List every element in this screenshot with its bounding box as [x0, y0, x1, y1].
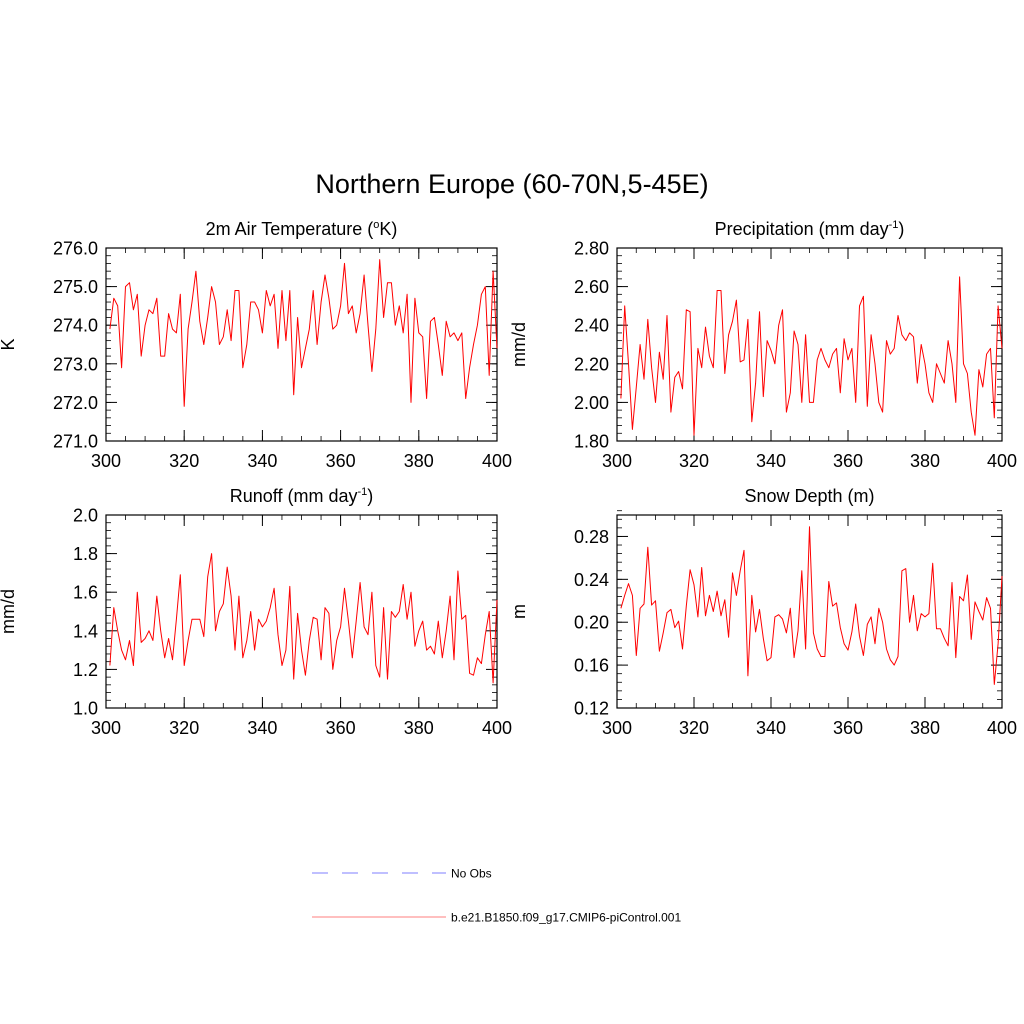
snow-depth-ytick-label: 0.20	[574, 613, 609, 633]
snow-depth-ytick-label: 0.24	[574, 570, 609, 590]
air-temperature-ytick-label: 274.0	[53, 316, 98, 336]
runoff-ylabel: mm/d	[0, 589, 18, 634]
runoff-ytick-label: 1.6	[73, 583, 98, 603]
precipitation-xtick-label: 340	[756, 451, 786, 471]
runoff-series-line	[109, 553, 498, 684]
panel-air-temperature: 2m Air Temperature (oK) K 271.0 272.0 273.0 2…	[0, 219, 512, 471]
air-temperature-xtick-label: 360	[326, 451, 356, 471]
air-temperature-ytick-label: 271.0	[53, 432, 98, 452]
precipitation-title: Precipitation (mm day-1)	[715, 219, 905, 239]
air-temperature-xtick-label: 340	[247, 451, 277, 471]
precipitation-xtick-label: 320	[679, 451, 709, 471]
air-temperature-xtick-label: 320	[169, 451, 199, 471]
air-temperature-ytick-label: 275.0	[53, 277, 98, 297]
snow-depth-ytick-label: 0.28	[574, 527, 609, 547]
snow-depth-title: Snow Depth (m)	[744, 486, 874, 506]
precipitation-ytick-label: 2.20	[574, 354, 609, 374]
runoff-xtick-label: 360	[326, 718, 356, 738]
precipitation-ylabel: mm/d	[509, 322, 529, 367]
precipitation-ytick-label: 2.60	[574, 277, 609, 297]
runoff-ytick-label: 1.8	[73, 544, 98, 564]
air-temperature-ytick-label: 273.0	[53, 354, 98, 374]
air-temperature-series-line	[109, 259, 498, 407]
air-temperature-xtick-label: 380	[404, 451, 434, 471]
precipitation-ytick-label: 2.00	[574, 393, 609, 413]
snow-depth-xtick-label: 300	[602, 718, 632, 738]
panel-precipitation: Precipitation (mm day-1) mm/d 1.80 2.00 2.20…	[509, 219, 1017, 471]
air-temperature-ytick-label: 276.0	[53, 239, 98, 259]
snow-depth-ylabel: m	[509, 604, 529, 619]
precipitation-plot-frame	[616, 247, 1003, 442]
legend-label-obs: No Obs	[451, 867, 492, 881]
precipitation-xtick-label: 400	[987, 451, 1017, 471]
legend-label-model: b.e21.B1850.f09_g17.CMIP6-piControl.001	[451, 911, 681, 925]
legend: No Obs b.e21.B1850.f09_g17.CMIP6-piContr…	[312, 867, 681, 925]
snow-depth-xtick-label: 320	[679, 718, 709, 738]
runoff-plot-frame	[105, 514, 498, 709]
precipitation-ytick-label: 2.40	[574, 316, 609, 336]
air-temperature-xtick-label: 300	[91, 451, 121, 471]
runoff-ytick-label: 1.4	[73, 621, 98, 641]
air-temperature-ytick-label: 272.0	[53, 393, 98, 413]
panel-snow-depth: Snow Depth (m) m 0.12 0.16 0.20 0.24 0.28 300 32…	[509, 486, 1017, 738]
air-temperature-xtick-label: 400	[482, 451, 512, 471]
snow-depth-ytick-label: 0.12	[574, 699, 609, 719]
runoff-xtick-label: 400	[482, 718, 512, 738]
runoff-ytick-label: 2.0	[73, 506, 98, 526]
precipitation-series-line	[620, 276, 1003, 436]
figure-title: Northern Europe (60-70N,5-45E)	[315, 169, 708, 199]
panel-runoff: Runoff (mm day-1) mm/d 1.0 1.2 1.4 1.6 1.8 2.0 3…	[0, 486, 512, 738]
runoff-ytick-label: 1.0	[73, 699, 98, 719]
precipitation-ytick-label: 2.80	[574, 239, 609, 259]
snow-depth-xtick-label: 400	[987, 718, 1017, 738]
snow-depth-ytick-label: 0.16	[574, 656, 609, 676]
snow-depth-series-line	[620, 526, 1003, 685]
snow-depth-xtick-label: 380	[910, 718, 940, 738]
runoff-xtick-label: 300	[91, 718, 121, 738]
runoff-xtick-label: 320	[169, 718, 199, 738]
air-temperature-ylabel: K	[0, 338, 18, 350]
precipitation-xtick-label: 300	[602, 451, 632, 471]
air-temperature-title: 2m Air Temperature (oK)	[206, 219, 398, 239]
runoff-title: Runoff (mm day-1)	[230, 486, 374, 506]
snow-depth-xtick-label: 340	[756, 718, 786, 738]
runoff-ytick-label: 1.2	[73, 660, 98, 680]
runoff-xtick-label: 340	[247, 718, 277, 738]
precipitation-xtick-label: 360	[833, 451, 863, 471]
snow-depth-xtick-label: 360	[833, 718, 863, 738]
snow-depth-plot-frame	[616, 514, 1003, 709]
runoff-xtick-label: 380	[404, 718, 434, 738]
precipitation-ytick-label: 1.80	[574, 432, 609, 452]
precipitation-xtick-label: 380	[910, 451, 940, 471]
